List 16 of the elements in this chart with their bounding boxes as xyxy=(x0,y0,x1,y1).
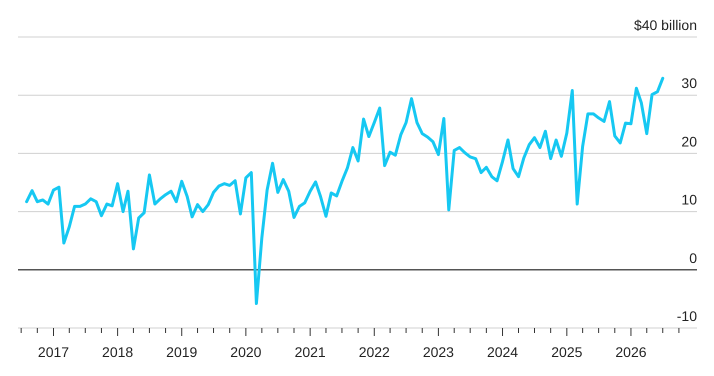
y-tick-label: 10 xyxy=(681,192,698,208)
x-tick-label: 2019 xyxy=(166,344,198,360)
x-tick-label: 2026 xyxy=(615,344,647,360)
y-tick-label: 30 xyxy=(681,75,698,92)
x-tick-label: 2021 xyxy=(294,344,326,360)
y-tick-label: $40 billion xyxy=(634,17,697,33)
x-tick-label: 2020 xyxy=(230,344,262,360)
y-tick-label: 0 xyxy=(689,250,698,266)
x-tick-label: 2022 xyxy=(358,344,390,360)
y-tick-label: 20 xyxy=(681,133,698,150)
x-tick-label: 2023 xyxy=(422,344,454,360)
x-tick-label: 2025 xyxy=(551,344,583,360)
x-tick-label: 2018 xyxy=(102,344,134,360)
x-tick-label: 2017 xyxy=(38,344,70,360)
x-tick-label: 2024 xyxy=(486,344,518,360)
y-tick-label: -10 xyxy=(676,308,698,324)
